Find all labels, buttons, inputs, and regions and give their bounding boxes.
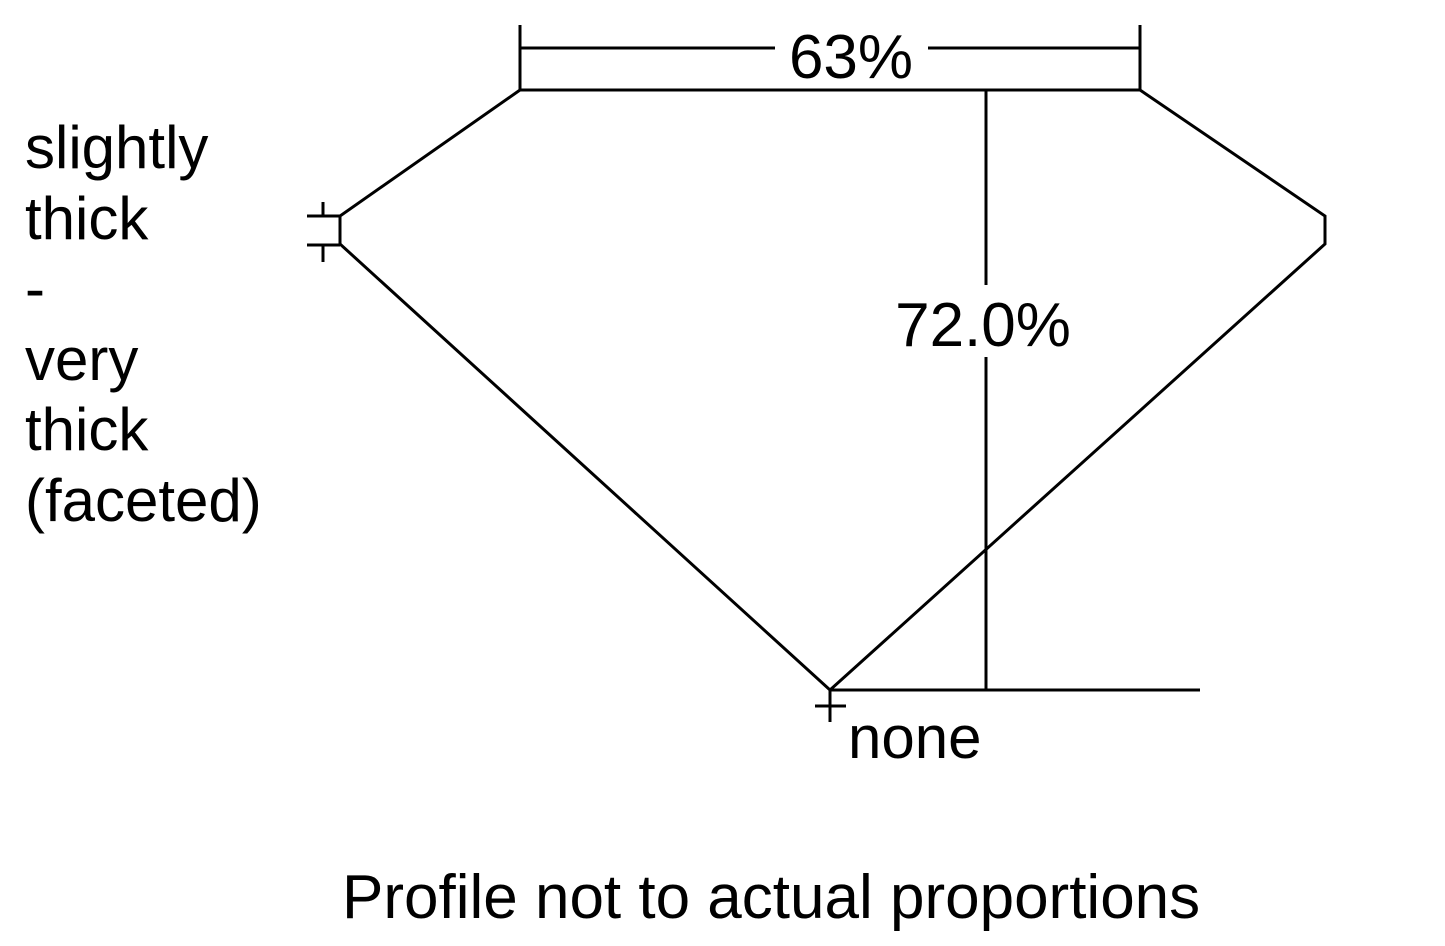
girdle-label: slightly thick - very thick (faceted): [25, 114, 262, 534]
table-percentage-label: 63%: [789, 23, 913, 92]
culet-marker: [815, 690, 846, 722]
depth-percentage-label: 72.0%: [895, 291, 1071, 360]
girdle-label-line: thick: [25, 185, 149, 252]
girdle-marker: [307, 202, 340, 262]
gem-outline: [338, 88, 1327, 693]
girdle-label-line: -: [25, 255, 45, 322]
girdle-label-line: very: [25, 326, 138, 393]
girdle-label-line: thick: [25, 396, 149, 463]
girdle-label-line: (faceted): [25, 467, 262, 534]
table-dimension-line: [518, 25, 1142, 90]
girdle-label-line: slightly: [25, 114, 208, 181]
caption: Profile not to actual proportions: [342, 863, 1200, 932]
culet-label: none: [848, 704, 981, 771]
